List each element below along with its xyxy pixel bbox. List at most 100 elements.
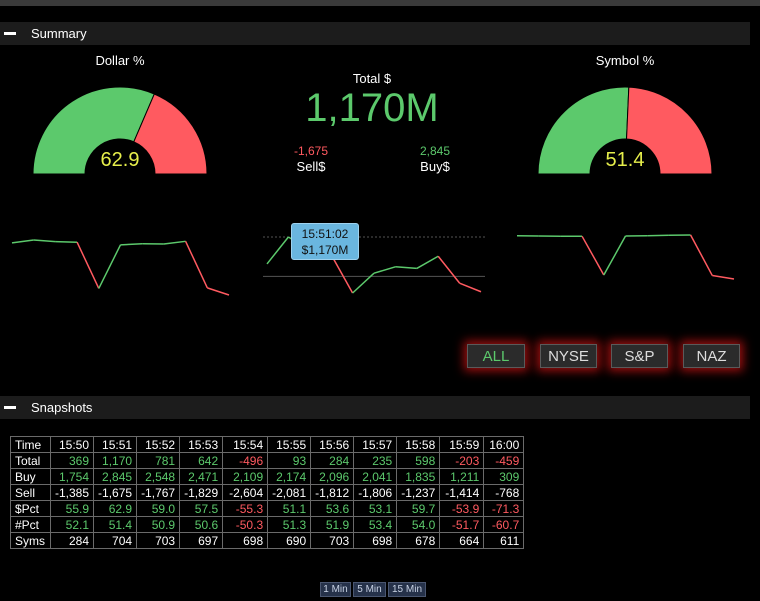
table-cell: 598 xyxy=(396,452,441,469)
table-cell: 1,835 xyxy=(396,468,441,485)
dollar-pct-sparkline xyxy=(11,239,230,296)
table-cell: 698 xyxy=(353,532,398,549)
table-cell: 703 xyxy=(310,532,355,549)
interval-button-1min[interactable]: 1 Min xyxy=(320,582,351,597)
table-cell: 15:59 xyxy=(439,436,485,453)
table-cell: 53.1 xyxy=(353,500,398,517)
table-cell: -1,806 xyxy=(353,484,398,501)
table-cell: -2,081 xyxy=(267,484,312,501)
symbol-pct-sparkline-segment xyxy=(712,274,735,280)
table-cell: 642 xyxy=(179,452,224,469)
total-sparkline-segment xyxy=(373,266,396,274)
collapse-icon[interactable] xyxy=(4,32,16,35)
dollar-pct-sparkline-segment xyxy=(120,243,143,246)
table-cell: -55.3 xyxy=(222,500,269,517)
table-cell: 309 xyxy=(483,468,525,485)
table-cell: -203 xyxy=(439,452,485,469)
table-cell: 703 xyxy=(136,532,181,549)
dollar-pct-sparkline-segment xyxy=(163,240,186,245)
table-cell: 15:57 xyxy=(353,436,398,453)
table-cell: 15:51 xyxy=(93,436,138,453)
table-cell: 50.6 xyxy=(179,516,224,533)
table-cell: 2,845 xyxy=(93,468,138,485)
table-cell: -768 xyxy=(483,484,525,501)
total-label: Total $ xyxy=(352,71,392,86)
summary-header[interactable]: Summary xyxy=(0,22,750,45)
dollar-pct-sparkline-segment xyxy=(11,239,34,244)
table-cell: 53.6 xyxy=(310,500,355,517)
table-cell: 690 xyxy=(267,532,312,549)
table-cell: -1,385 xyxy=(49,484,95,501)
table-cell: 1,170 xyxy=(93,452,138,469)
table-cell: 2,096 xyxy=(310,468,355,485)
symbol-pct-sparkline-segment xyxy=(581,235,605,276)
tooltip-value: $1,170M xyxy=(301,243,349,257)
chart-tooltip: 15:51:02 $1,170M xyxy=(291,223,359,260)
table-row: Total 369 1,170 781 642 -496 93 284 235 598 -203 -4… xyxy=(10,452,525,469)
total-sparkline-segment xyxy=(416,255,439,270)
symbol-gauge-down-arc xyxy=(626,87,713,175)
table-row: $Pct 55.9 62.9 59.0 57.5 -55.3 51.1 53.6 53.1 59.… xyxy=(10,500,525,517)
market-button-nyse[interactable]: NYSE xyxy=(540,344,597,368)
interval-button-15min[interactable]: 15 Min xyxy=(388,582,426,597)
summary-title: Summary xyxy=(31,26,87,41)
dollar-gauge-up-arc xyxy=(33,87,155,175)
table-cell: -71.3 xyxy=(483,500,525,517)
market-button-all[interactable]: ALL xyxy=(467,344,525,368)
table-cell: 781 xyxy=(136,452,181,469)
dollar-gauge xyxy=(33,87,208,175)
table-cell: 678 xyxy=(396,532,441,549)
total-sparkline-segment xyxy=(330,254,354,294)
table-cell: 15:50 xyxy=(49,436,95,453)
table-cell: 2,041 xyxy=(353,468,398,485)
table-cell: -459 xyxy=(483,452,525,469)
table-cell: 16:00 xyxy=(483,436,525,453)
table-cell: 1,211 xyxy=(439,468,485,485)
table-cell: 284 xyxy=(310,452,355,469)
table-cell: 62.9 xyxy=(93,500,138,517)
table-row: Syms 284 704 703 697 698 690 703 698 678 664 611 xyxy=(10,532,525,549)
table-cell: -53.9 xyxy=(439,500,485,517)
symbol-pct-sparkline-segment xyxy=(647,234,669,237)
market-button-sp[interactable]: S&P xyxy=(611,344,668,368)
dollar-gauge-value: 62.9 xyxy=(100,149,140,171)
row-label: $Pct xyxy=(10,500,51,517)
table-cell: 54.0 xyxy=(396,516,441,533)
row-label: Total xyxy=(10,452,51,469)
market-button-naz[interactable]: NAZ xyxy=(683,344,740,368)
table-cell: 15:55 xyxy=(267,436,312,453)
table-cell: 697 xyxy=(179,532,224,549)
table-cell: 2,548 xyxy=(136,468,181,485)
table-cell: 53.4 xyxy=(353,516,398,533)
symbol-pct-sparkline-segment xyxy=(603,235,627,276)
dollar-gauge-down-arc xyxy=(133,93,208,175)
table-cell: 15:52 xyxy=(136,436,181,453)
interval-button-5min[interactable]: 5 Min xyxy=(353,582,386,597)
table-cell: 2,471 xyxy=(179,468,224,485)
table-cell: -1,675 xyxy=(93,484,138,501)
buy-value: 2,845 xyxy=(419,144,451,158)
dollar-pct-sparkline-segment xyxy=(33,239,56,243)
total-sparkline-segment xyxy=(266,236,289,265)
top-bar xyxy=(0,0,760,6)
table-cell: 611 xyxy=(483,532,525,549)
dollar-pct-sparkline-segment xyxy=(207,287,230,296)
table-cell: -60.7 xyxy=(483,516,525,533)
row-label: Sell xyxy=(10,484,51,501)
collapse-icon[interactable] xyxy=(4,406,16,409)
table-cell: 51.4 xyxy=(93,516,138,533)
table-cell: 698 xyxy=(222,532,269,549)
dollar-gauge-label: Dollar % xyxy=(95,53,145,68)
table-cell: 664 xyxy=(439,532,485,549)
snapshots-table: Time 15:50 15:51 15:52 15:53 15:54 15:55 15:56 1… xyxy=(10,436,525,549)
table-cell: 1,754 xyxy=(49,468,95,485)
tooltip-time: 15:51:02 xyxy=(301,227,349,241)
snapshots-header[interactable]: Snapshots xyxy=(0,396,750,419)
sell-label: Sell$ xyxy=(296,159,326,174)
total-sparkline-segment xyxy=(459,282,482,293)
row-label: #Pct xyxy=(10,516,51,533)
table-cell: 59.0 xyxy=(136,500,181,517)
total-sparkline-segment xyxy=(352,272,375,294)
table-cell: 51.3 xyxy=(267,516,312,533)
table-cell: 235 xyxy=(353,452,398,469)
